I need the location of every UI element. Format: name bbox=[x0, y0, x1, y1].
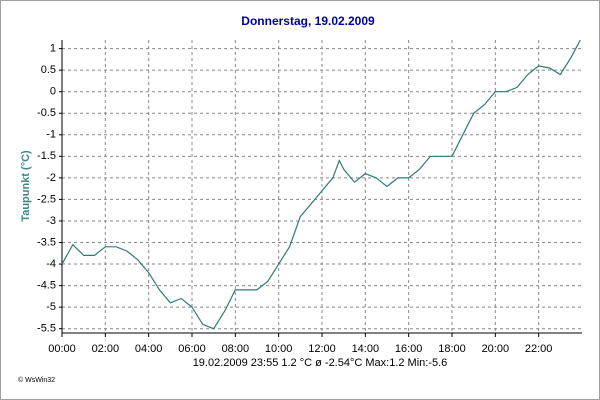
y-tick-label: 0 bbox=[50, 86, 56, 98]
x-tick-label: 10:00 bbox=[265, 343, 293, 355]
y-tick-label: 0.5 bbox=[41, 64, 56, 76]
x-tick-label: 02:00 bbox=[92, 343, 120, 355]
y-tick-label: -3 bbox=[46, 215, 56, 227]
y-tick-label: -5 bbox=[46, 301, 56, 313]
x-tick-label: 22:00 bbox=[525, 343, 553, 355]
x-tick-label: 18:00 bbox=[438, 343, 466, 355]
status-line: 19.02.2009 23:55 1.2 °C ø -2.54°C Max:1.… bbox=[193, 357, 448, 369]
chart-title: Donnerstag, 19.02.2009 bbox=[241, 14, 375, 28]
x-tick-label: 14:00 bbox=[352, 343, 380, 355]
y-tick-label: -2.5 bbox=[37, 193, 56, 205]
y-axis-label: Taupunkt (°C) bbox=[20, 150, 32, 222]
data-line bbox=[61, 39, 581, 330]
y-tick-label: -3.5 bbox=[37, 236, 56, 248]
y-tick-label: -2 bbox=[46, 172, 56, 184]
y-tick-label: -4.5 bbox=[37, 280, 56, 292]
x-tick-label: 04:00 bbox=[135, 343, 163, 355]
x-tick-label: 08:00 bbox=[222, 343, 250, 355]
x-tick-label: 16:00 bbox=[395, 343, 423, 355]
x-tick-label: 06:00 bbox=[178, 343, 206, 355]
y-tick-label: -1 bbox=[46, 129, 56, 141]
y-tick-label: -0.5 bbox=[37, 107, 56, 119]
x-tick-label: 00:00 bbox=[48, 343, 76, 355]
y-tick-label: -1.5 bbox=[37, 150, 56, 162]
credit: © WsWin32 bbox=[18, 376, 55, 384]
y-tick-label: -5.5 bbox=[37, 323, 56, 335]
x-tick-label: 12:00 bbox=[308, 343, 336, 355]
y-tick-label: -4 bbox=[46, 258, 56, 270]
y-tick-label: 1 bbox=[50, 43, 56, 55]
x-tick-label: 20:00 bbox=[482, 343, 510, 355]
